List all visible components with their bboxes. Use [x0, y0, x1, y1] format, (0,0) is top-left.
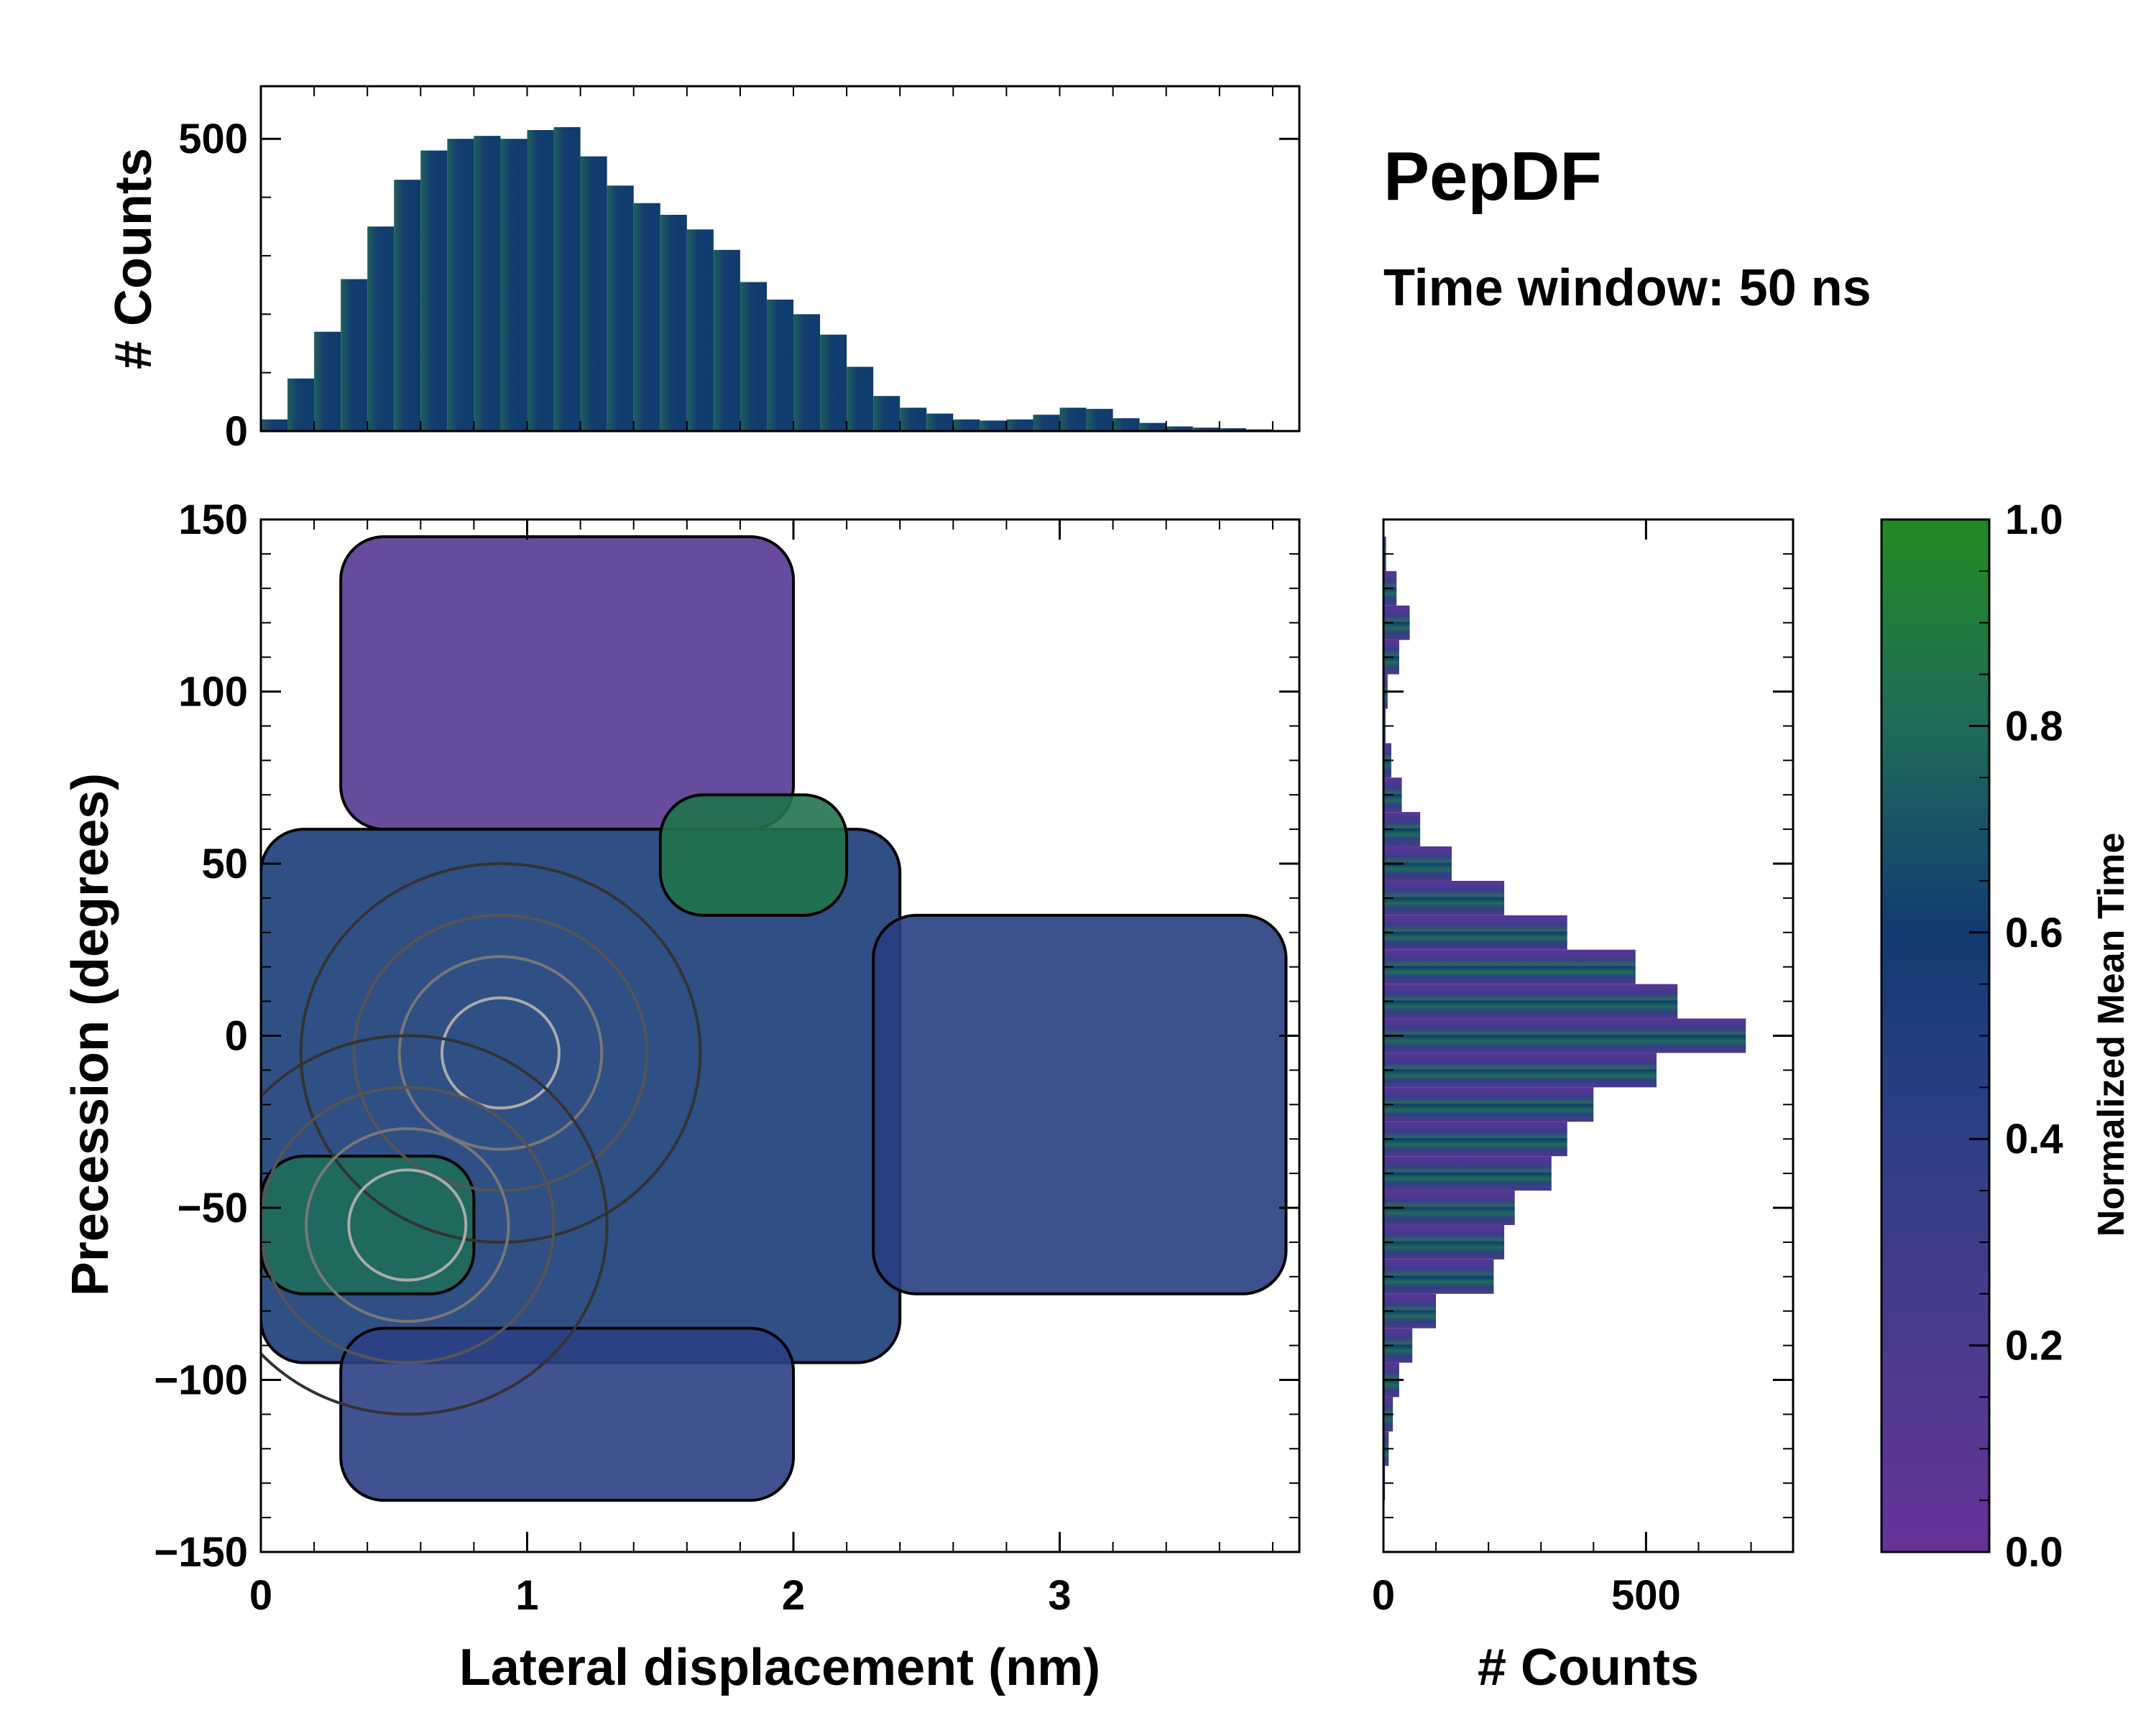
right-histogram-frame — [1382, 518, 1795, 1553]
top-histogram-bar — [580, 156, 607, 431]
top-histogram-bar — [314, 331, 341, 431]
figure-subtitle: Time window: 50 ns — [1383, 259, 1871, 317]
top-histogram-bar — [1192, 428, 1220, 431]
top-histogram-bar — [660, 214, 687, 431]
top-histogram-bar — [1006, 419, 1033, 431]
top-histogram-bar — [500, 139, 528, 431]
right-histogram-bar — [1383, 949, 1636, 984]
colorbar-tick-label: 0.8 — [2005, 703, 2063, 749]
top-histogram-bar — [980, 420, 1007, 431]
top-histogram-bar — [1139, 422, 1166, 431]
top-histogram-ylabel: # Counts — [105, 148, 162, 369]
colorbar-tick-label: 0.6 — [2005, 910, 2063, 956]
right-histogram-bar — [1383, 1053, 1657, 1088]
top-histogram-bar — [341, 279, 368, 431]
joint-ytick-label: −50 — [178, 1185, 248, 1232]
heatmap-region — [339, 535, 796, 831]
right-histogram-bar — [1383, 1087, 1594, 1122]
top-histogram-bar — [820, 334, 847, 431]
right-histogram-bar — [1383, 915, 1567, 950]
top-histogram-bar — [367, 226, 395, 431]
top-histogram-bar — [873, 396, 900, 431]
top-histogram-bar — [900, 407, 927, 431]
right-histogram-bar — [1383, 1191, 1515, 1225]
figure-title: PepDF — [1383, 138, 1602, 215]
top-histogram-bar — [1086, 409, 1113, 431]
joint-xtick-label: 1 — [515, 1572, 538, 1619]
top-histogram-bar — [1033, 415, 1060, 431]
colorbar-gradient — [1881, 519, 1989, 1552]
right-histogram-bar — [1383, 1156, 1552, 1191]
right-histogram-xtick-label: 0 — [1372, 1572, 1395, 1619]
density-contour — [304, 1127, 510, 1323]
top-histogram-bar — [1219, 428, 1246, 431]
colorbar-tick-label: 0.0 — [2005, 1529, 2063, 1576]
right-histogram-xtick-label: 500 — [1611, 1572, 1681, 1619]
heatmap-region — [658, 793, 849, 917]
joint-xtick-label: 3 — [1048, 1572, 1071, 1619]
top-histogram-bar — [607, 185, 634, 431]
right-histogram-xlabel: # Counts — [1478, 1639, 1699, 1696]
top-histogram-bar — [287, 378, 315, 431]
density-contour — [397, 955, 604, 1151]
top-histogram-bar — [553, 126, 581, 431]
top-histogram-bar — [740, 282, 767, 431]
density-contour — [299, 862, 702, 1244]
right-histogram-bar — [1383, 1224, 1505, 1260]
top-histogram-bar — [793, 314, 821, 431]
colorbar-tick-label: 0.2 — [2005, 1323, 2063, 1369]
joint-ylabel: Precession (degrees) — [62, 773, 119, 1296]
top-histogram-bar — [926, 413, 954, 431]
density-contour — [261, 1034, 609, 1416]
right-histogram-bar — [1383, 1259, 1494, 1294]
top-histogram-bar — [847, 366, 874, 431]
joint-xtick-label: 0 — [249, 1572, 272, 1619]
top-histogram-ytick-label: 0 — [225, 408, 248, 455]
top-histogram-frame — [259, 85, 1301, 433]
top-histogram-bar — [633, 203, 660, 431]
right-histogram-bar — [1383, 984, 1678, 1019]
right-histogram: 0 500 # Counts — [1372, 518, 1795, 1696]
top-histogram-bar — [766, 299, 794, 431]
right-histogram-bar — [1383, 1018, 1746, 1053]
right-histogram-bar — [1383, 880, 1505, 915]
top-histogram-bar — [953, 419, 980, 431]
joint-ytick-label: 100 — [178, 669, 248, 716]
joint-xlabel: Lateral displacement (nm) — [459, 1639, 1100, 1696]
joint-heatmap: 0 1 2 3 −150 −100 −50 0 50 100 150 Lateral displa… — [62, 496, 1301, 1696]
joint-ytick-label: 50 — [201, 841, 248, 887]
top-histogram-bar — [394, 180, 421, 431]
joint-ytick-label: 150 — [178, 496, 248, 543]
heatmap-region — [261, 1155, 476, 1295]
density-contour — [261, 1086, 556, 1364]
heatmap-region — [872, 913, 1288, 1295]
density-contour — [440, 996, 561, 1110]
top-histogram-bar — [713, 249, 740, 431]
colorbar-tick-label: 0.4 — [2005, 1116, 2063, 1163]
top-histogram-bar — [1166, 426, 1193, 431]
colorbar-label: Normalized Mean Time — [2091, 833, 2132, 1237]
top-histogram-bar — [447, 139, 474, 431]
top-histogram-ytick-label: 500 — [178, 116, 248, 162]
density-contour — [347, 1168, 468, 1282]
top-histogram-bar — [1112, 418, 1140, 431]
top-histogram-bar — [474, 136, 501, 432]
top-histogram-bar — [261, 419, 288, 431]
top-histogram-bar — [686, 229, 714, 431]
colorbar: 0.0 0.2 0.4 0.6 0.8 1.0 Normalized Mean Time — [1880, 496, 2132, 1576]
top-histogram-bar — [527, 130, 554, 431]
right-histogram-bar — [1383, 1122, 1567, 1157]
colorbar-tick-label: 1.0 — [2005, 496, 2063, 543]
top-histogram: 0 500 # Counts — [105, 85, 1301, 455]
heatmap-region — [339, 1326, 796, 1502]
joint-ytick-label: −100 — [154, 1357, 248, 1404]
top-histogram-bar — [1059, 407, 1087, 431]
top-histogram-bar — [420, 150, 448, 432]
joint-ytick-label: −150 — [154, 1529, 248, 1576]
joint-ytick-label: 0 — [225, 1013, 248, 1060]
joint-xtick-label: 2 — [782, 1572, 805, 1619]
